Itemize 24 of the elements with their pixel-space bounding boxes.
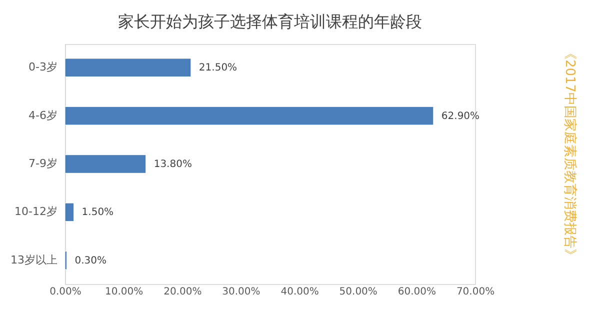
- y-tick-label: 7-9岁: [28, 157, 58, 170]
- data-label: 62.90%: [441, 110, 480, 122]
- x-tick-label: 30.00%: [222, 286, 260, 298]
- data-label: 1.50%: [82, 207, 114, 218]
- data-label: 13.80%: [154, 159, 192, 170]
- y-tick-label: 4-6岁: [28, 108, 58, 122]
- bar: [64, 58, 192, 78]
- data-label: 21.50%: [198, 62, 238, 74]
- y-tick-label: 13岁以上: [10, 253, 58, 266]
- x-tick-label: 60.00%: [398, 286, 436, 298]
- x-tick-label: 50.00%: [339, 286, 378, 298]
- y-tick-label: 0-3岁: [28, 60, 58, 74]
- text: 《2017中国家庭素质教育消费报告》: [562, 46, 578, 262]
- data-label: 0.30%: [74, 255, 107, 266]
- x-tick-label: 70.00%: [456, 286, 495, 298]
- x-tick-label: 0.00%: [50, 286, 82, 298]
- y-tick-label: 10-12岁: [14, 205, 58, 218]
- chart-title: 家长开始为孩子选择体育培训课程的年龄段: [118, 12, 422, 31]
- x-tick-label: 20.00%: [164, 286, 202, 298]
- bar: [64, 202, 74, 222]
- x-tick-label: 10.00%: [105, 286, 144, 298]
- bar: [64, 106, 434, 126]
- bar: [64, 154, 146, 174]
- x-tick-label: 40.00%: [280, 286, 319, 298]
